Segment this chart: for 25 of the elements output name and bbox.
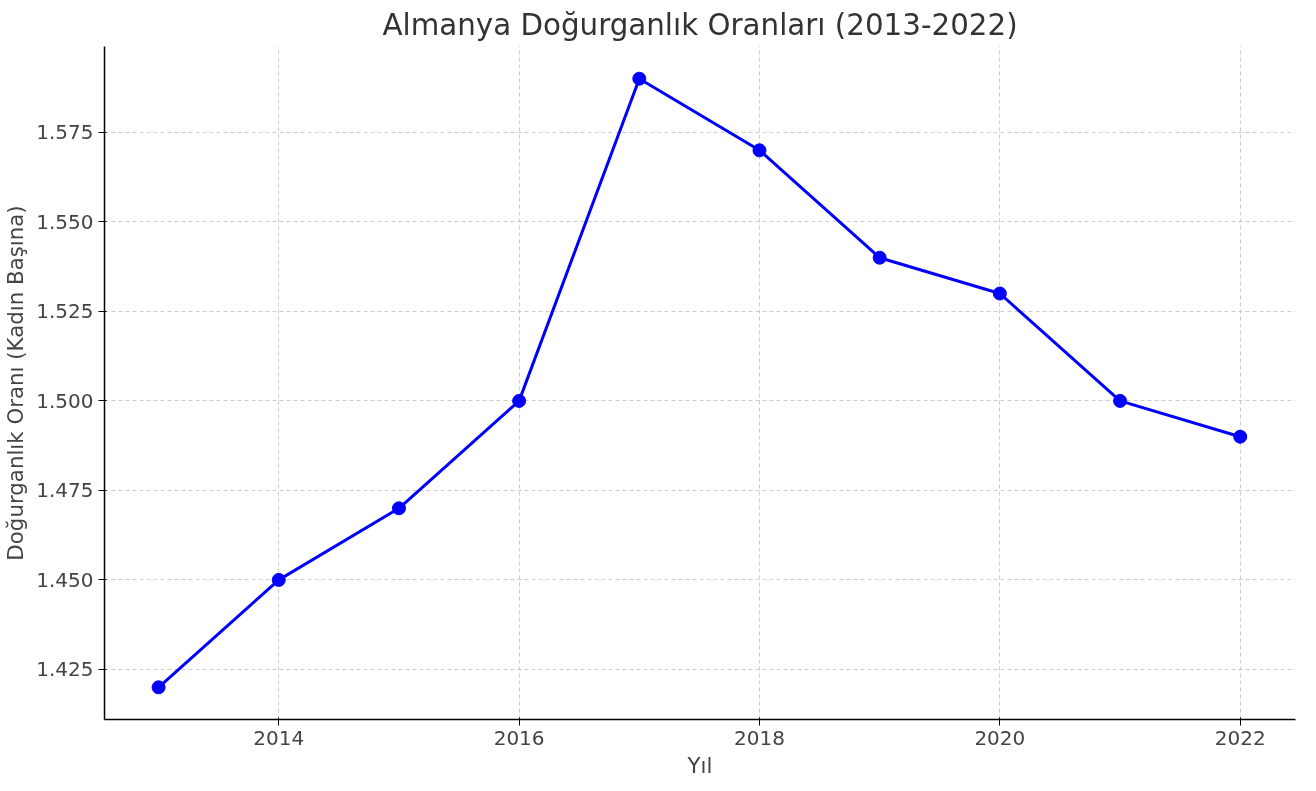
point [1113, 393, 1128, 408]
x-tick-label: 2014 [253, 725, 305, 750]
y-axis-title: Doğurganlık Oranı (Kadın Başına) [3, 205, 29, 561]
point [632, 71, 647, 86]
y-tick-label: 1.500 [36, 388, 94, 413]
x-tick-label: 2022 [1214, 725, 1266, 750]
y-tick-label: 1.550 [36, 209, 94, 234]
x-axis-title: Yıl [686, 752, 713, 778]
point [512, 393, 527, 408]
y-tick-label: 1.450 [36, 567, 94, 592]
x-tick-label: 2018 [734, 725, 785, 750]
x-tick-label: 2020 [974, 725, 1026, 750]
point [1233, 429, 1248, 444]
point [752, 143, 767, 158]
point [872, 250, 887, 265]
x-tick-label: 2016 [493, 725, 545, 750]
point [992, 286, 1007, 301]
chart-title: Almanya Doğurganlık Oranları (2013-2022) [382, 7, 1018, 42]
point [151, 680, 166, 695]
y-tick-label: 1.525 [36, 299, 94, 324]
y-tick-label: 1.475 [36, 478, 94, 503]
y-tick-label: 1.425 [36, 657, 94, 682]
y-tick-label: 1.575 [36, 120, 94, 145]
point [391, 501, 406, 516]
point [271, 572, 286, 587]
